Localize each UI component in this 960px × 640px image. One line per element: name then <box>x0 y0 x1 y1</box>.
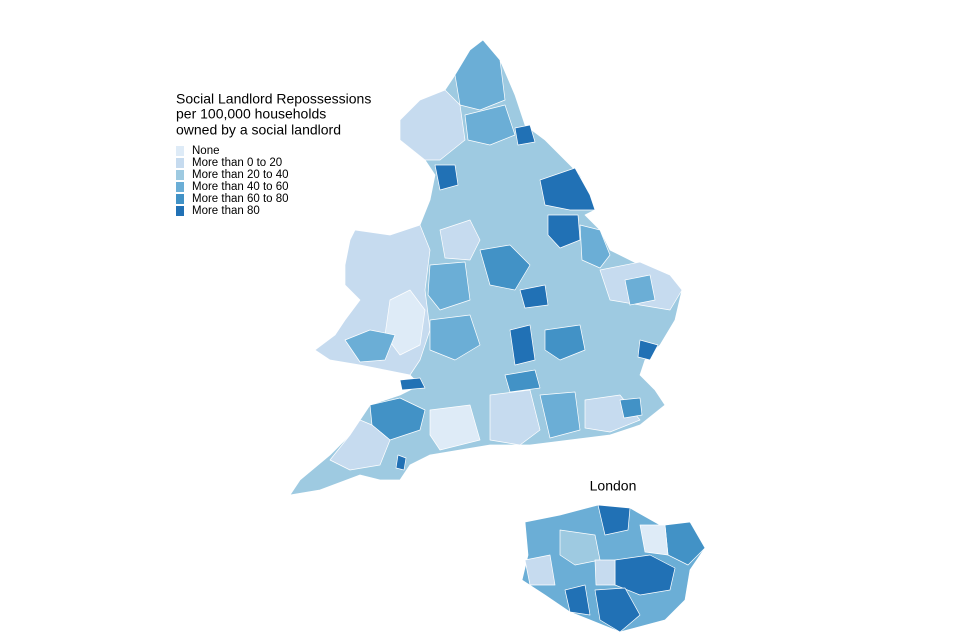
region <box>639 524 669 556</box>
region <box>624 274 656 306</box>
legend-label: More than 80 <box>192 205 260 217</box>
region <box>504 369 541 393</box>
region <box>344 329 396 363</box>
region <box>579 224 611 269</box>
legend-swatch <box>176 170 184 180</box>
region <box>509 324 536 366</box>
region <box>329 419 391 471</box>
legend-swatch <box>176 158 184 168</box>
region <box>427 261 471 311</box>
region <box>619 397 643 419</box>
legend-swatch <box>176 194 184 204</box>
region <box>524 554 556 586</box>
legend-label: More than 60 to 80 <box>192 193 289 205</box>
region <box>429 404 481 451</box>
region <box>539 391 581 439</box>
region <box>399 89 466 161</box>
region <box>489 389 541 446</box>
legend-title: owned by a social landlord <box>176 122 341 138</box>
region <box>594 559 616 586</box>
region <box>519 284 549 309</box>
london-inset: London <box>521 478 706 633</box>
legend-label: More than 0 to 20 <box>192 157 282 169</box>
region <box>559 529 601 566</box>
region <box>564 584 591 616</box>
region <box>514 124 536 146</box>
legend-label: None <box>192 145 220 157</box>
region <box>597 504 631 536</box>
region <box>544 324 586 361</box>
legend: Social Landlord Repossessions per 100,00… <box>176 91 371 217</box>
legend-title: per 100,000 households <box>176 106 326 122</box>
legend-swatch <box>176 206 184 216</box>
region <box>429 314 481 361</box>
region <box>539 167 596 211</box>
legend-swatch <box>176 146 184 156</box>
region <box>454 39 506 111</box>
region <box>399 377 426 391</box>
region <box>479 244 531 291</box>
legend-title: Social Landlord Repossessions <box>176 91 371 107</box>
region <box>395 454 407 471</box>
region <box>594 587 641 633</box>
region <box>464 104 516 146</box>
region <box>547 214 581 249</box>
inset-label: London <box>590 478 637 494</box>
legend-label: More than 40 to 60 <box>192 181 289 193</box>
legend-swatch <box>176 182 184 192</box>
england-wales-map <box>289 39 683 496</box>
region <box>439 219 481 261</box>
legend-label: More than 20 to 40 <box>192 169 289 181</box>
region <box>434 164 459 191</box>
region <box>637 339 659 361</box>
